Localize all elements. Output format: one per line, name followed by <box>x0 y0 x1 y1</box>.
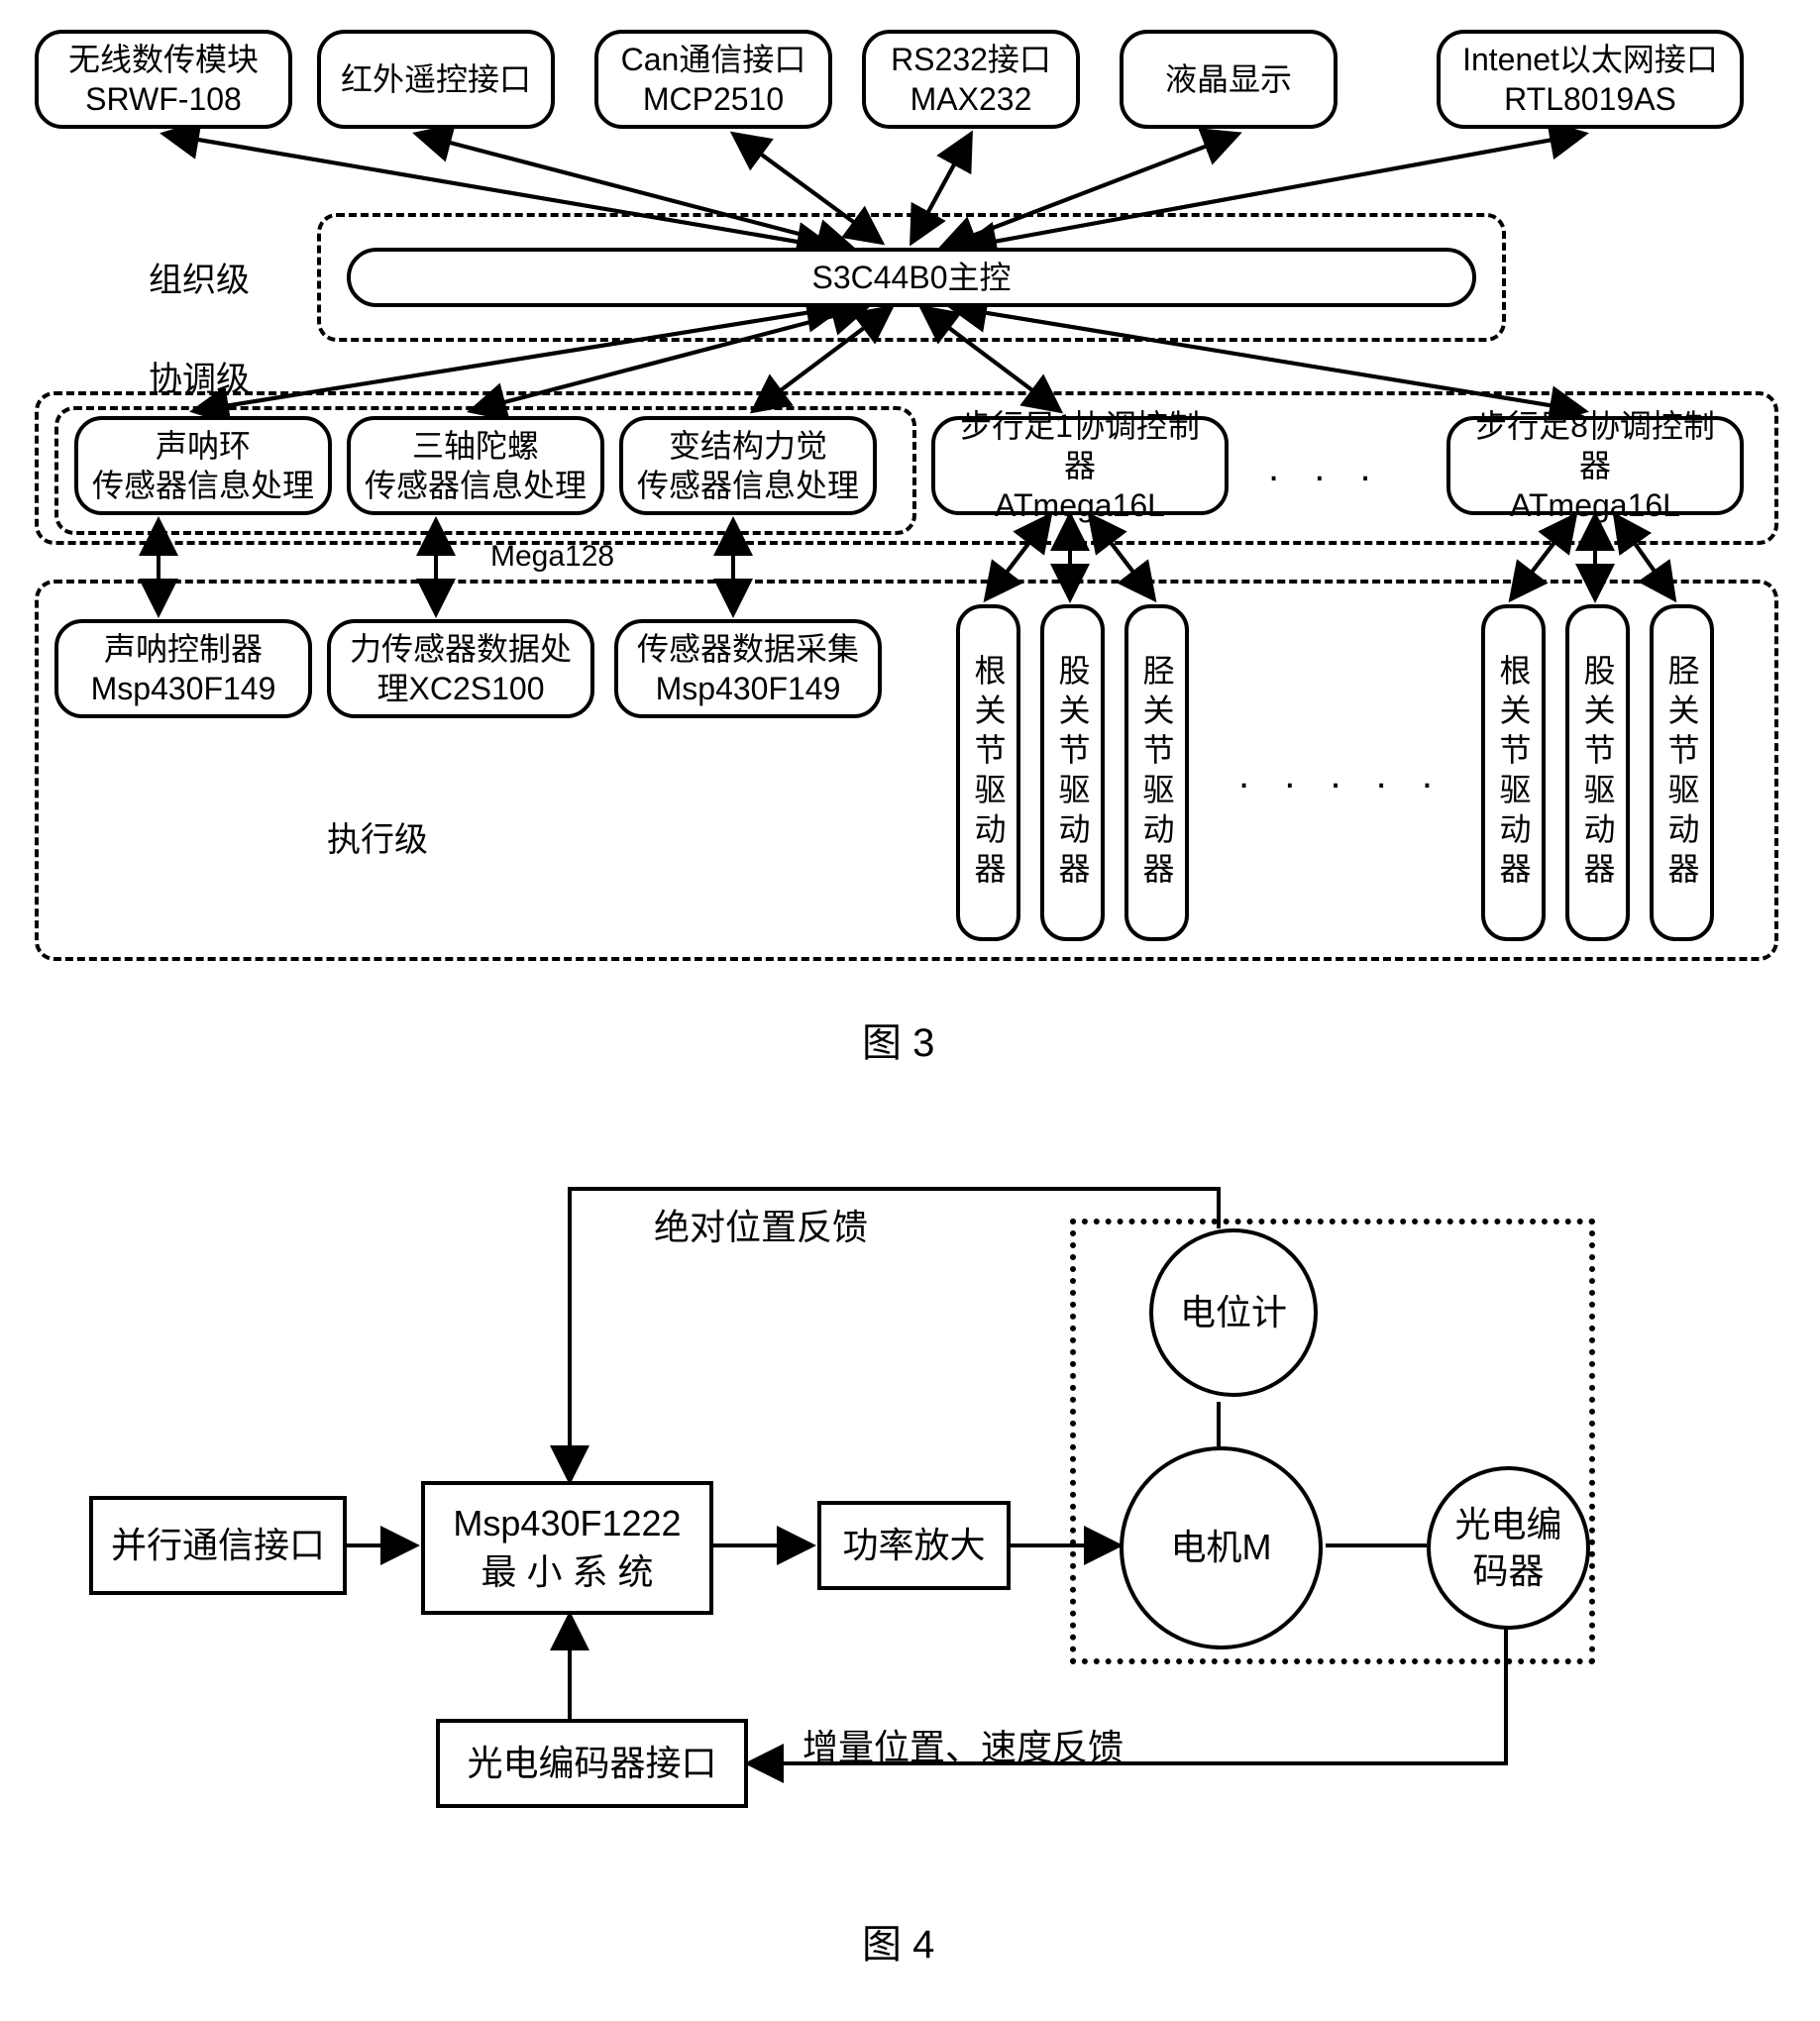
parallel-interface: 并行通信接口 <box>89 1496 347 1595</box>
power-amp: 功率放大 <box>817 1501 1011 1590</box>
label: 码器 <box>1472 1548 1544 1595</box>
inc-feedback-label: 增量位置、速度反馈 <box>803 1719 1124 1770</box>
module-wireless: 无线数传模块 SRWF-108 <box>35 30 292 129</box>
module-can: Can通信接口 MCP2510 <box>594 30 832 129</box>
mega128-label: Mega128 <box>490 540 614 574</box>
label: 电机M <box>1171 1525 1272 1571</box>
label: 三轴陀螺 <box>412 426 539 466</box>
potentiometer: 电位计 <box>1149 1228 1318 1397</box>
module-ir: 红外遥控接口 <box>317 30 555 129</box>
ellipsis-exec: . . . . . <box>1238 753 1445 798</box>
coord-foot1: 步行足1协调控制器 ATmega16L <box>931 416 1229 515</box>
label: 理XC2S100 <box>377 669 545 708</box>
label: 液晶显示 <box>1165 59 1292 99</box>
label: Msp430F1222 <box>453 1500 681 1548</box>
foot1-hip-joint: 股关节驱动器 <box>1040 604 1105 941</box>
coord-foot8: 步行足8协调控制器 ATmega16L <box>1446 416 1744 515</box>
label: 功率放大 <box>842 1522 985 1570</box>
label: 步行足8协调控制器 <box>1460 406 1730 485</box>
exec-force-proc: 力传感器数据处 理XC2S100 <box>327 619 594 718</box>
label: Msp430F149 <box>91 669 276 708</box>
label: 传感器数据采集 <box>637 629 859 669</box>
label: 光电编码器接口 <box>467 1740 716 1788</box>
coord-gyro: 三轴陀螺 传感器信息处理 <box>347 416 604 515</box>
label: 力传感器数据处 <box>350 629 572 669</box>
label: ATmega16L <box>1510 485 1680 525</box>
foot1-root-joint: 根关节驱动器 <box>956 604 1020 941</box>
level-label-exec: 执行级 <box>327 812 428 861</box>
level-label-org: 组织级 <box>149 253 250 301</box>
label: 电位计 <box>1180 1290 1287 1336</box>
label: 无线数传模块 <box>68 40 259 79</box>
label: 红外遥控接口 <box>341 59 531 99</box>
label: MCP2510 <box>643 79 784 119</box>
label: 传感器信息处理 <box>365 466 587 505</box>
label: SRWF-108 <box>85 79 242 119</box>
label: 并行通信接口 <box>111 1522 325 1570</box>
label: 传感器信息处理 <box>92 466 314 505</box>
label: Can通信接口 <box>621 40 806 79</box>
exec-sonar-ctrl: 声呐控制器 Msp430F149 <box>54 619 312 718</box>
label: RS232接口 <box>891 40 1051 79</box>
mcu-box: Msp430F1222 最 小 系 统 <box>421 1481 713 1615</box>
label: 最 小 系 统 <box>481 1548 653 1597</box>
label: 声呐环 <box>156 426 251 466</box>
label: 步行足1协调控制器 <box>945 406 1215 485</box>
figure-4: 绝对位置反馈 增量位置、速度反馈 并行通信接口 Msp430F1222 最 小 … <box>20 1129 1800 2001</box>
label: MAX232 <box>910 79 1032 119</box>
label: ATmega16L <box>995 485 1165 525</box>
foot8-shin-joint: 胫关节驱动器 <box>1650 604 1714 941</box>
exec-sensor-acq: 传感器数据采集 Msp430F149 <box>614 619 882 718</box>
module-rs232: RS232接口 MAX232 <box>862 30 1080 129</box>
foot1-shin-joint: 胫关节驱动器 <box>1124 604 1189 941</box>
foot8-root-joint: 根关节驱动器 <box>1481 604 1546 941</box>
main-controller: S3C44B0主控 <box>347 248 1476 307</box>
coord-force: 变结构力觉 传感器信息处理 <box>619 416 877 515</box>
motor: 电机M <box>1120 1446 1323 1649</box>
label: 声呐控制器 <box>104 629 263 669</box>
label: 变结构力觉 <box>669 426 827 466</box>
label: Intenet以太网接口 <box>1462 40 1718 79</box>
label: RTL8019AS <box>1504 79 1676 119</box>
fig3-caption: 图 3 <box>862 1010 934 1068</box>
label: 光电编 <box>1454 1502 1561 1548</box>
label: Msp430F149 <box>656 669 841 708</box>
module-lcd: 液晶显示 <box>1120 30 1338 129</box>
encoder-interface: 光电编码器接口 <box>436 1719 748 1808</box>
encoder: 光电编 码器 <box>1427 1466 1590 1630</box>
foot8-hip-joint: 股关节驱动器 <box>1565 604 1630 941</box>
figure-3: 无线数传模块 SRWF-108 红外遥控接口 Can通信接口 MCP2510 R… <box>20 20 1800 1070</box>
level-label-coord: 协调级 <box>149 352 250 400</box>
label: S3C44B0主控 <box>812 258 1012 297</box>
coord-sonar: 声呐环 传感器信息处理 <box>74 416 332 515</box>
abs-feedback-label: 绝对位置反馈 <box>654 1199 868 1250</box>
label: 传感器信息处理 <box>637 466 859 505</box>
ellipsis-coord: . . . <box>1268 446 1383 490</box>
module-ethernet: Intenet以太网接口 RTL8019AS <box>1437 30 1744 129</box>
fig4-caption: 图 4 <box>862 1912 934 1969</box>
